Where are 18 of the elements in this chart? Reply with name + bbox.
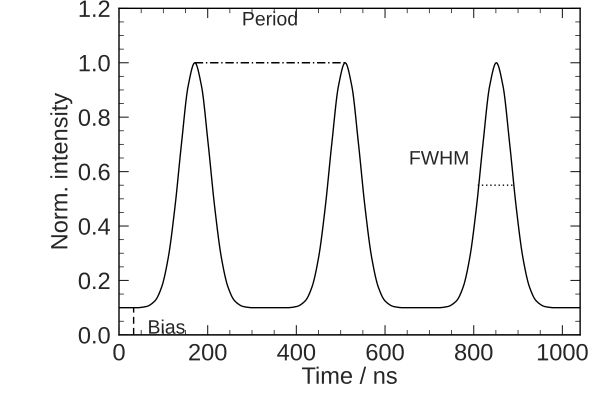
annotation: Period — [243, 11, 297, 26]
y-tick-label: 1.0 — [80, 54, 110, 72]
x-tick-label: 400 — [277, 344, 316, 361]
annotation: Bias — [149, 320, 185, 334]
y-tick-label: 1.2 — [80, 0, 110, 17]
x-tick-label: 200 — [189, 344, 226, 361]
y-tick-label: 0.6 — [78, 164, 110, 180]
y-tick-label: 0.4 — [78, 218, 110, 235]
x-tick-label: 800 — [455, 344, 492, 361]
annotation: FWHM — [410, 151, 468, 165]
x-tick-label: 600 — [366, 344, 404, 361]
x-tick-label: 1000 — [538, 344, 588, 361]
y-tick-label: 0.0 — [78, 326, 110, 344]
x-tick-label: 0 — [113, 344, 125, 361]
y-tick-label: 0.8 — [78, 109, 110, 126]
y-tick-label: 0.2 — [78, 272, 110, 290]
y-axis-title: Norm. intensity — [50, 92, 72, 248]
x-axis-title: Time / ns — [302, 366, 397, 384]
